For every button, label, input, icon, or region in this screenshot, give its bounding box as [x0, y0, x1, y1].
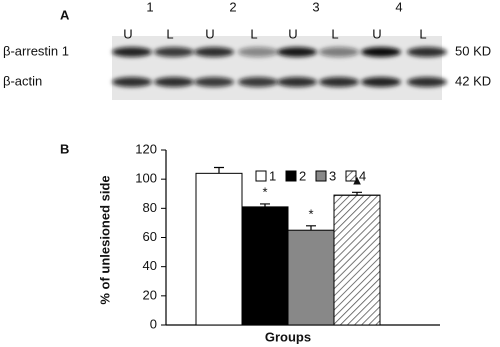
- y-tick-label: 100: [135, 171, 157, 186]
- significance-marker: *: [308, 206, 313, 221]
- legend-label: 4: [359, 168, 366, 183]
- blot-band: [194, 77, 234, 87]
- y-tick-label: 40: [143, 258, 157, 273]
- y-axis-label: % of unlesioned side: [97, 175, 112, 304]
- blot-band: [112, 47, 152, 57]
- y-tick-label: 80: [143, 200, 157, 215]
- blot-band: [407, 47, 447, 57]
- y-tick-label: 120: [135, 141, 157, 156]
- bar-hatch: [333, 194, 381, 326]
- lane-number: 4: [395, 0, 402, 14]
- legend-label: 1: [269, 168, 276, 183]
- bar: [195, 172, 243, 326]
- lane-condition: L: [419, 26, 426, 41]
- blot-membrane: [112, 36, 442, 100]
- legend-swatch: [285, 170, 297, 182]
- error-bar: [260, 203, 270, 207]
- panel-label: A: [60, 7, 70, 22]
- band-label: β-arrestin 1: [3, 43, 69, 58]
- error-bar: [306, 225, 316, 231]
- blot-band: [154, 47, 194, 57]
- legend-label: 2: [299, 168, 306, 183]
- lane-number: 2: [229, 0, 236, 14]
- legend-hatch: [345, 170, 357, 182]
- blot-band: [277, 77, 317, 87]
- error-bar: [214, 166, 224, 174]
- blot-band: [238, 47, 278, 57]
- lane-condition: L: [166, 26, 173, 41]
- x-axis-label: Groups: [265, 329, 311, 344]
- blot-band: [407, 77, 447, 87]
- blot-band: [361, 77, 401, 87]
- blot-band: [238, 77, 278, 87]
- lane-condition: L: [331, 26, 338, 41]
- blot-band: [361, 47, 401, 57]
- panel-label: B: [60, 141, 69, 156]
- blot-band: [112, 77, 152, 87]
- y-tick-label: 60: [143, 229, 157, 244]
- blot-band: [319, 47, 359, 57]
- lane-number: 1: [146, 0, 153, 14]
- error-bar: [352, 191, 362, 196]
- band-size: 42 KD: [455, 73, 491, 88]
- y-tick-label: 20: [143, 287, 157, 302]
- blot-band: [277, 47, 317, 57]
- band-label: β-actin: [3, 73, 42, 88]
- lane-condition: L: [250, 26, 257, 41]
- blot-band: [154, 77, 194, 87]
- band-size: 50 KD: [455, 43, 491, 58]
- legend-swatch: [315, 170, 327, 182]
- y-tick-label: 0: [150, 316, 157, 331]
- lane-condition: U: [205, 26, 214, 41]
- lane-number: 3: [312, 0, 319, 14]
- bar: [287, 229, 335, 326]
- legend-swatch: [255, 170, 267, 182]
- bar: [241, 206, 289, 326]
- significance-marker: *: [262, 184, 267, 199]
- lane-condition: U: [123, 26, 132, 41]
- lane-condition: U: [372, 26, 381, 41]
- blot-band: [194, 47, 234, 57]
- blot-band: [319, 77, 359, 87]
- legend-label: 3: [329, 168, 336, 183]
- lane-condition: U: [288, 26, 297, 41]
